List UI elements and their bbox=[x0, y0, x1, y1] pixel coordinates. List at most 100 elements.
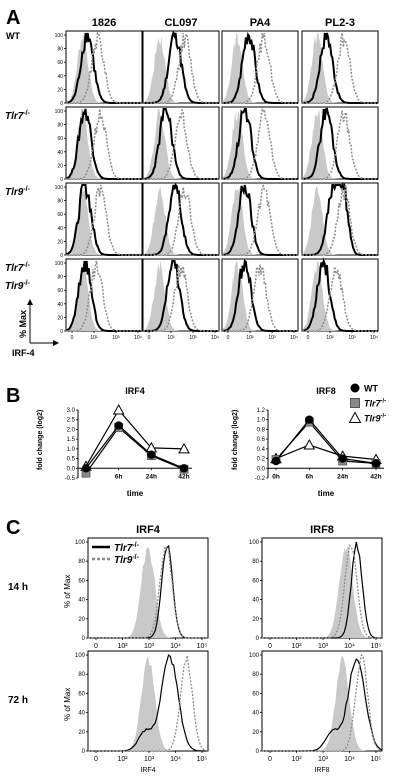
y-tick-label: 60 bbox=[252, 578, 259, 584]
histogram-gray bbox=[302, 184, 378, 256]
histogram-filled bbox=[222, 261, 298, 331]
y-tick-label: 0 bbox=[256, 749, 260, 755]
histogram-filled bbox=[222, 33, 298, 104]
histogram-filled bbox=[66, 34, 142, 104]
y-tick-label: 60 bbox=[252, 691, 259, 697]
chart-title: IRF4 bbox=[125, 386, 145, 396]
arrow-right-icon bbox=[53, 340, 59, 346]
histogram-black bbox=[262, 658, 383, 752]
y-tick-label: 40 bbox=[57, 150, 63, 156]
x-tick-label: 6h bbox=[115, 473, 123, 480]
row-label-1: Tlr7-/- bbox=[5, 110, 31, 122]
histogram-black bbox=[65, 32, 142, 104]
x-tick-label: 10³ bbox=[318, 643, 329, 650]
y-tick-label: 20 bbox=[57, 87, 63, 93]
y-axis-label: fold change (log2) bbox=[37, 410, 44, 470]
histogram-gray bbox=[143, 31, 219, 104]
histogram-filled bbox=[143, 109, 219, 179]
y-tick-label: 60 bbox=[78, 691, 85, 697]
y-tick-label: 100 bbox=[55, 185, 64, 191]
y-tick-label: 80 bbox=[57, 275, 63, 281]
x-tick-label: 0 bbox=[307, 335, 310, 341]
histogram-filled bbox=[302, 186, 378, 255]
column-title-PA4: PA4 bbox=[250, 17, 271, 29]
panel-label-c: C bbox=[6, 517, 20, 539]
x-tick-label: 0 bbox=[94, 756, 98, 763]
flow-histogram-r0-c1: 0 20 40 60 80 100 0 10² 10³ 10⁴ 10⁵ bbox=[249, 537, 383, 650]
x-tick-label: 24h bbox=[337, 473, 348, 480]
x-tick-label: 10³ bbox=[144, 756, 155, 763]
flow-histogram-r0-c0: 0 20 40 60 80 100 0 10² 10³ 10⁴ 10⁵ % of Max bbox=[63, 537, 209, 650]
histogram-gray bbox=[143, 187, 219, 256]
histogram-filled bbox=[88, 546, 208, 638]
marker-circle bbox=[271, 456, 281, 466]
histogram-panel-r1-c1 bbox=[142, 106, 220, 180]
legend-label: Tlr9-/- bbox=[114, 554, 140, 566]
plot-frame bbox=[261, 650, 383, 752]
x-tick-label: 10³ bbox=[112, 335, 120, 341]
x-tick-label: 10⁴ bbox=[170, 643, 181, 650]
y-tick-label: 1.2 bbox=[257, 408, 266, 414]
x-tick-label: 10² bbox=[326, 335, 334, 341]
histogram-filled bbox=[302, 33, 378, 103]
y-tick-label: 0 bbox=[60, 101, 63, 107]
histogram-panel-r0-c3 bbox=[301, 30, 379, 104]
x-axis-label: IRF8 bbox=[314, 767, 329, 774]
histogram-panel-r0-c2 bbox=[221, 30, 299, 104]
histogram-filled bbox=[88, 655, 208, 751]
y-axis-label-pct-of-max: % of Max bbox=[63, 575, 72, 608]
histogram-gray bbox=[222, 106, 298, 180]
x-tick-label: 10² bbox=[117, 643, 128, 650]
x-tick-label: 10² bbox=[291, 643, 302, 650]
histogram-gray bbox=[143, 108, 219, 180]
legend-label: Tlr9-/- bbox=[364, 414, 386, 424]
line-chart-irf8: IRF8 -0.2 0.0 0.2 0.4 0.6 0.8 1.0 1.2 0h 6h 24h 42h t… bbox=[232, 386, 384, 498]
marker-circle bbox=[81, 464, 91, 473]
histogram-gray bbox=[302, 32, 378, 104]
flow-histogram-r1-c1: 0 20 40 60 80 100 0 10² 10³ 10⁴ 10⁵ IRF8 bbox=[249, 650, 383, 774]
histogram-panel-r2-c3 bbox=[301, 181, 379, 256]
x-tick-label: 10⁴ bbox=[344, 756, 355, 763]
x-tick-label: 10⁵ bbox=[197, 643, 208, 650]
row-label-wt: WT bbox=[6, 31, 20, 41]
x-tick-label: 24h bbox=[146, 473, 157, 480]
histogram-panel-r2-c0: 0 20 40 60 80 100 bbox=[55, 182, 143, 259]
x-tick-label: 42h bbox=[178, 473, 189, 480]
histogram-filled bbox=[302, 110, 378, 179]
x-tick-label: 10⁴ bbox=[211, 335, 219, 341]
legend-label: WT bbox=[364, 384, 378, 394]
flow-histogram-r1-c0: 0 20 40 60 80 100 0 10² 10³ 10⁴ 10⁵ % of Max IRF4 bbox=[63, 650, 209, 774]
x-tick-label: 10⁵ bbox=[197, 756, 208, 763]
marker-triangle bbox=[178, 442, 190, 454]
arrow-up-icon bbox=[27, 299, 33, 305]
histogram-filled bbox=[143, 186, 219, 255]
y-tick-label: 20 bbox=[57, 315, 63, 321]
histogram-black bbox=[88, 544, 208, 639]
y-tick-label: 3.0 bbox=[67, 408, 76, 414]
y-tick-label: 1.0 bbox=[67, 447, 76, 453]
y-tick-label: -0.5 bbox=[65, 476, 76, 482]
histogram-gray bbox=[262, 653, 383, 752]
histogram-gray bbox=[66, 31, 142, 104]
x-tick-label: 10³ bbox=[268, 335, 276, 341]
y-tick-label: 80 bbox=[78, 672, 85, 678]
x-tick-label: 10⁴ bbox=[370, 335, 378, 341]
histogram-black bbox=[143, 260, 219, 332]
y-axis-label-pct-max: % Max bbox=[18, 310, 28, 338]
histogram-filled bbox=[262, 544, 382, 638]
y-axis-label-pct-of-max: % of Max bbox=[63, 688, 72, 721]
x-tick-label: 10⁴ bbox=[170, 756, 181, 763]
y-tick-label: 80 bbox=[57, 199, 63, 205]
legend-marker-triangle bbox=[348, 411, 362, 423]
y-tick-label: 1.5 bbox=[67, 437, 76, 443]
column-title-CL097: CL097 bbox=[164, 17, 197, 29]
x-tick-label: 10³ bbox=[318, 756, 329, 763]
panel-c-column-title: IRF4 bbox=[136, 524, 161, 536]
panel-c-column-title: IRF8 bbox=[310, 524, 334, 536]
histogram-panel-r3-c3: 0 10² 10³ 10⁴ bbox=[301, 257, 379, 341]
y-tick-label: 0 bbox=[60, 253, 63, 259]
histogram-filled bbox=[302, 261, 378, 331]
x-axis-label-irf4: IRF-4 bbox=[12, 348, 35, 358]
histogram-gray bbox=[222, 264, 298, 332]
histogram-gray bbox=[302, 266, 378, 332]
